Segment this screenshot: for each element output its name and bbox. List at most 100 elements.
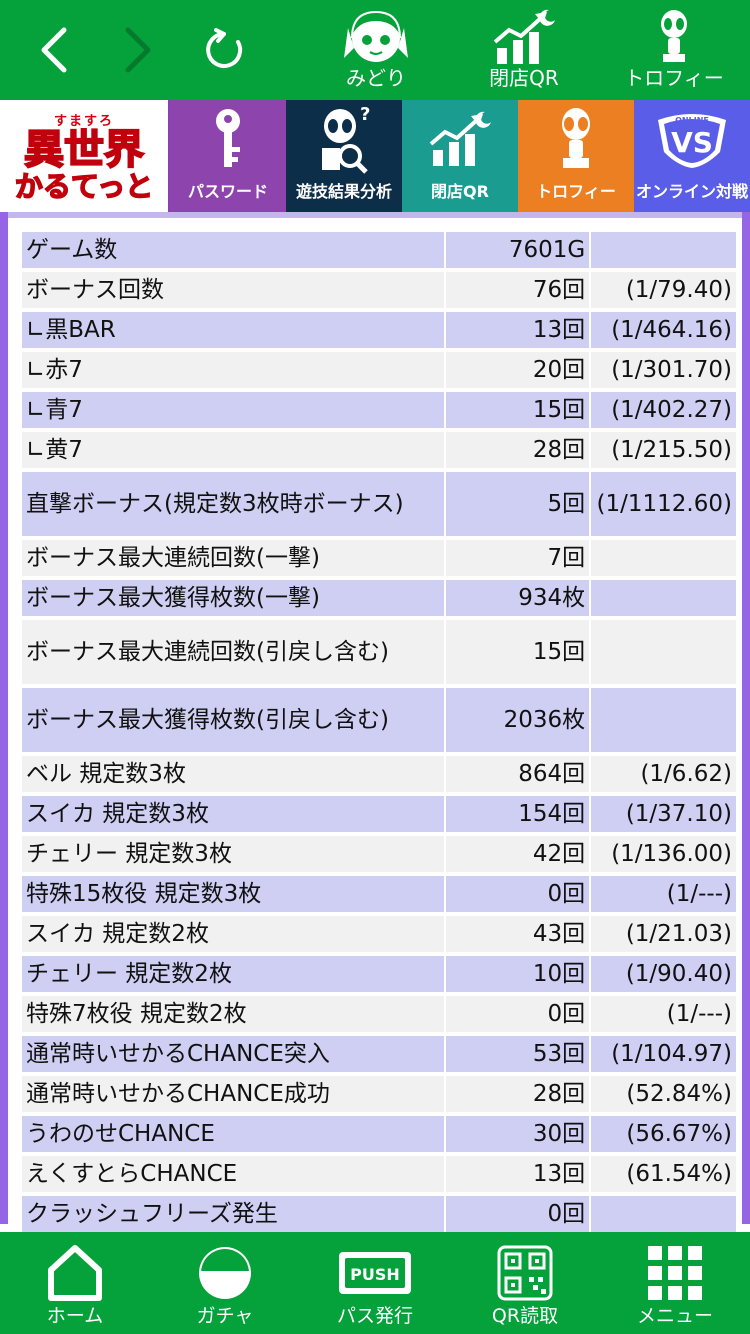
stats-frame: ゲーム数 7601G ボーナス回数 76回 (1/79.40) ∟黒BAR 13回 (1/46… xyxy=(0,212,750,1232)
closing-qr-label: 閉店QR xyxy=(489,66,559,90)
pass-issue-button[interactable]: PUSH パス発行 xyxy=(300,1232,450,1334)
stat-ratio: (61.54%) xyxy=(591,1156,736,1192)
stat-ratio xyxy=(591,688,736,752)
reload-icon xyxy=(206,28,243,68)
stat-label: うわのせCHANCE xyxy=(22,1116,444,1152)
stat-value: 5回 xyxy=(445,472,590,536)
stat-ratio xyxy=(591,1196,736,1232)
trophy-button[interactable]: トロフィー xyxy=(614,8,734,96)
table-row: ∟黒BAR 13回 (1/464.16) xyxy=(22,312,736,348)
home-icon xyxy=(48,1245,102,1301)
stat-label: 直撃ボーナス(規定数3枚時ボーナス) xyxy=(22,472,444,536)
stat-label: チェリー 規定数2枚 xyxy=(22,956,444,992)
stat-ratio: (56.67%) xyxy=(591,1116,736,1152)
closing-qr-tile[interactable]: 閉店QR xyxy=(402,100,518,212)
stat-ratio: (52.84%) xyxy=(591,1076,736,1112)
key-icon xyxy=(216,109,240,167)
stat-value: 864回 xyxy=(445,756,590,792)
stat-ratio: (1/215.50) xyxy=(591,432,736,468)
stat-label: ∟黄7 xyxy=(22,432,444,468)
stat-ratio: (1/104.97) xyxy=(591,1036,736,1072)
closing-qr-tile-label: 閉店QR xyxy=(431,182,489,201)
logo-title: 異世界 xyxy=(23,125,145,173)
closing-qr-button[interactable]: 閉店QR xyxy=(464,8,584,96)
stat-value: 7回 xyxy=(445,540,590,576)
table-row: チェリー 規定数2枚 10回 (1/90.40) xyxy=(22,956,736,992)
reload-button[interactable] xyxy=(192,18,256,82)
table-row: 特殊15枚役 規定数3枚 0回 (1/---) xyxy=(22,876,736,912)
table-row: スイカ 規定数2枚 43回 (1/21.03) xyxy=(22,916,736,952)
home-label: ホーム xyxy=(46,1305,104,1327)
push-badge-text: PUSH xyxy=(350,1265,400,1284)
password-tile[interactable]: パスワード xyxy=(170,100,286,212)
stat-value: 20回 xyxy=(445,352,590,388)
gacha-button[interactable]: ガチャ xyxy=(150,1232,300,1334)
rising-chart-moon-icon xyxy=(493,9,555,64)
table-row: ゲーム数 7601G xyxy=(22,232,736,268)
stat-value: 2036枚 xyxy=(445,688,590,752)
back-button[interactable] xyxy=(22,18,86,82)
stat-ratio xyxy=(591,620,736,684)
stat-value: 934枚 xyxy=(445,580,590,616)
game-logo[interactable]: すますろ 異世界 かるてっと xyxy=(0,100,170,212)
pass-issue-label: パス発行 xyxy=(336,1305,413,1327)
forward-button[interactable] xyxy=(106,18,170,82)
table-row: クラッシュフリーズ発生 0回 xyxy=(22,1196,736,1232)
stat-ratio xyxy=(591,580,736,616)
stat-ratio: (1/301.70) xyxy=(591,352,736,388)
menu-label: メニュー xyxy=(636,1305,713,1327)
stat-label: スイカ 規定数3枚 xyxy=(22,796,444,832)
qr-scan-button[interactable]: QR読取 xyxy=(450,1232,600,1334)
vs-shield-icon: ONLINE VS xyxy=(658,114,726,168)
push-ticket-icon: PUSH xyxy=(339,1252,411,1294)
menu-button[interactable]: メニュー xyxy=(600,1232,750,1334)
table-row: うわのせCHANCE 30回 (56.67%) xyxy=(22,1116,736,1152)
table-row: 特殊7枚役 規定数2枚 0回 (1/---) xyxy=(22,996,736,1032)
midori-button[interactable]: みどり xyxy=(316,8,436,96)
logo-subtitle: かるてっと xyxy=(14,169,154,203)
vs-text: VS xyxy=(671,126,713,159)
stat-ratio: (1/---) xyxy=(591,996,736,1032)
stat-ratio: (1/1112.60) xyxy=(591,472,736,536)
stat-label: クラッシュフリーズ発生 xyxy=(22,1196,444,1232)
stat-value: 0回 xyxy=(445,876,590,912)
grid-menu-icon xyxy=(648,1246,702,1300)
stats-panel: ゲーム数 7601G ボーナス回数 76回 (1/79.40) ∟黒BAR 13回 (1/46… xyxy=(8,212,742,1232)
stat-label: ゲーム数 xyxy=(22,232,444,268)
table-row: ∟青7 15回 (1/402.27) xyxy=(22,392,736,428)
table-row: えくすとらCHANCE 13回 (61.54%) xyxy=(22,1156,736,1192)
table-row: ∟黄7 28回 (1/215.50) xyxy=(22,432,736,468)
trophy-alien-icon xyxy=(661,10,687,62)
stat-label: ∟黒BAR xyxy=(22,312,444,348)
stat-value: 28回 xyxy=(445,432,590,468)
feature-tiles: すますろ 異世界 かるてっと パスワード xyxy=(0,100,750,212)
stat-value: 10回 xyxy=(445,956,590,992)
trophy-tile[interactable]: トロフィー xyxy=(518,100,634,212)
stat-value: 154回 xyxy=(445,796,590,832)
stat-label: 特殊15枚役 規定数3枚 xyxy=(22,876,444,912)
chevron-right-icon xyxy=(125,27,151,73)
stat-value: 13回 xyxy=(445,1156,590,1192)
stat-ratio: (1/21.03) xyxy=(591,916,736,952)
stat-ratio: (1/---) xyxy=(591,876,736,912)
home-button[interactable]: ホーム xyxy=(0,1232,150,1334)
stat-value: 30回 xyxy=(445,1116,590,1152)
stat-label: ∟青7 xyxy=(22,392,444,428)
table-row: スイカ 規定数3枚 154回 (1/37.10) xyxy=(22,796,736,832)
online-badge-text: ONLINE xyxy=(675,116,709,125)
stat-value: 43回 xyxy=(445,916,590,952)
stat-label: スイカ 規定数2枚 xyxy=(22,916,444,952)
stat-label: えくすとらCHANCE xyxy=(22,1156,444,1192)
stat-ratio: (1/37.10) xyxy=(591,796,736,832)
analysis-tile[interactable]: ? 遊技結果分析 xyxy=(286,100,402,212)
stat-label: ∟赤7 xyxy=(22,352,444,388)
rising-chart-moon-icon xyxy=(429,111,491,166)
stat-value: 53回 xyxy=(445,1036,590,1072)
trophy-tile-label: トロフィー xyxy=(536,182,616,201)
stat-label: 通常時いせかるCHANCE成功 xyxy=(22,1076,444,1112)
stat-label: 通常時いせかるCHANCE突入 xyxy=(22,1036,444,1072)
online-battle-tile[interactable]: ONLINE VS オンライン対戦 xyxy=(634,100,750,212)
stat-value: 13回 xyxy=(445,312,590,348)
table-row: 通常時いせかるCHANCE突入 53回 (1/104.97) xyxy=(22,1036,736,1072)
